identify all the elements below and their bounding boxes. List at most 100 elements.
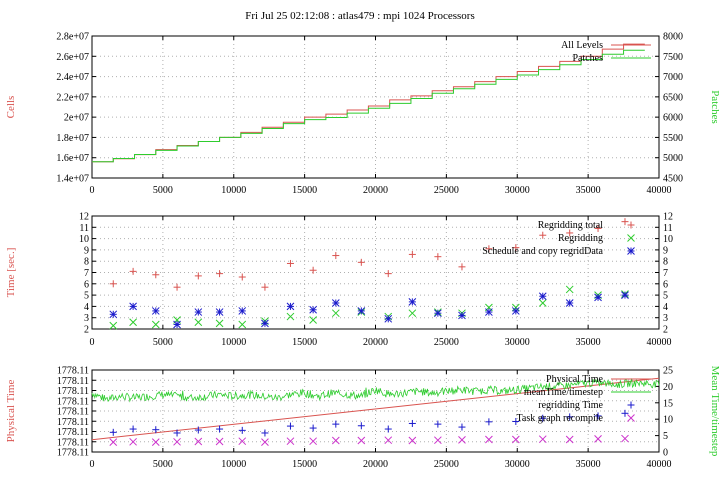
panel1-legend-label: Patches [572, 53, 603, 64]
panel2-xtick-label: 20000 [363, 337, 388, 348]
panel2-series-3-point [511, 307, 520, 315]
panel3-series-4-point [309, 437, 317, 446]
panel1-ytick-label: 1.6e+07 [56, 153, 89, 164]
panel3-legend-label: meanTime/timestep [524, 387, 603, 398]
panel3-series-4-point [173, 437, 181, 446]
panel3-series-2-line [91, 377, 660, 403]
panel2-ytick-label: 6 [84, 279, 89, 290]
panel3-xtick-label: 0 [90, 459, 95, 470]
panel2-series-1-point [485, 245, 493, 253]
panel2-series-3-point [357, 307, 366, 315]
panel1-series-1-line [92, 43, 645, 163]
panel3-series-4-point [434, 436, 442, 445]
panel3-series-4-point-d2 [621, 434, 629, 443]
panel3-series-4-point [485, 435, 493, 444]
panel2-y2tick-label: 11 [663, 223, 673, 234]
panel2-series-3-point-d2 [151, 307, 160, 315]
page-title: Fri Jul 25 02:12:08 : atlas479 : mpi 102… [245, 10, 475, 22]
panel3-series-4-point [129, 437, 137, 446]
panel3-series-4-point-d2 [434, 436, 442, 445]
panel2-ytick-label: 7 [84, 268, 89, 279]
panel2-series-1-point [309, 266, 317, 274]
panel3-series-4-point [384, 436, 393, 445]
panel3-y2tick-label: 5 [663, 431, 668, 442]
panel3-series-3-point [173, 429, 181, 437]
panel2-series-3-point [151, 307, 160, 315]
panel3-legend-label: regridding Time [538, 400, 603, 411]
panel1-y2tick-label: 6000 [663, 113, 683, 124]
panel2-ytick-label: 4 [84, 302, 89, 313]
panel2-series-3-point [109, 310, 118, 319]
panel2-series-2-point [565, 285, 574, 294]
panel3-series-4-point-d2 [309, 437, 317, 446]
panel3-series-3-point [594, 412, 602, 420]
panel2-ytick-label: 11 [79, 223, 89, 234]
panel3-legend-marker [627, 414, 635, 422]
panel3-series-3-point [129, 425, 137, 433]
panel2-series-1-point [512, 244, 520, 252]
panel1-xtick-label: 35000 [576, 185, 601, 196]
panel3-ytick-label: 1778.11 [57, 396, 89, 407]
panel2-xtick-label: 30000 [505, 337, 530, 348]
panel3-y2tick-label: 10 [663, 415, 673, 426]
panel1-series-2-line [92, 49, 645, 163]
panel3-series-4-point-d2 [173, 437, 181, 446]
panel2-ytick-label: 10 [79, 234, 89, 245]
panel3-ytick-label: 1778.11 [57, 366, 89, 377]
panel3-series-4-point-d2 [384, 436, 393, 445]
panel2-xtick-label: 25000 [434, 337, 459, 348]
panel2-series-1-point [566, 229, 574, 237]
panel3-frame [91, 369, 660, 453]
panel1-xtick-label: 0 [90, 185, 95, 196]
panel2-xtick-label: 15000 [292, 337, 317, 348]
panel2-series-3-point [173, 320, 181, 329]
panel3-series-4-point [238, 437, 247, 446]
panel3-series-3-point [384, 425, 392, 433]
panel3-series-4-point-d2 [151, 438, 160, 447]
panel3-series-4-point-d2 [538, 435, 547, 444]
panel3-series-4-point-d2 [408, 436, 417, 445]
panel2-series-2-point-d2 [238, 320, 247, 329]
panel2-series-3-point-d2 [434, 309, 442, 318]
panel2-ytick-label: 2 [84, 325, 89, 336]
panel2-legend-label: Regridding [558, 233, 603, 244]
panel2-series-2-point [309, 316, 317, 324]
panel3-series-3-point [357, 422, 365, 430]
panel3-y2tick-label: 15 [663, 398, 673, 409]
panel3-y2label: Mean Time/timestep [709, 366, 720, 457]
panel2-series-1-point [434, 253, 442, 261]
panel3-series-3-point [512, 417, 520, 425]
panel2-legend-label: Regridding total [538, 220, 603, 231]
panel2-ytick-label: 12 [79, 212, 89, 223]
panel3-ytick-label: 1778.11 [57, 376, 89, 387]
panel2-series-2-point [331, 309, 340, 318]
panel3-y2tick-label: 25 [663, 366, 673, 377]
panel3-series-4-point-d2 [594, 435, 602, 443]
panel2-series-3-point-d2 [215, 308, 224, 316]
panel3-series-4-point [151, 438, 160, 447]
panel3-series-4-point [286, 437, 295, 446]
panel2-series-2-point [215, 319, 224, 328]
panel3-series-4-point-d2 [261, 438, 269, 447]
panel3-series-3-point [238, 426, 246, 434]
panel2-series-1-point [357, 258, 365, 266]
panel3-series-3-point [286, 422, 294, 430]
panel1-ytick-label: 2.2e+07 [56, 92, 89, 103]
panel3-legend-label: Task graph recompile [517, 413, 604, 424]
panel3-series-4-point [565, 435, 574, 444]
panel2-series-2-point-d2 [194, 318, 203, 327]
panel3-series-3-point [566, 413, 574, 421]
panel3-series-4-point [408, 436, 417, 445]
panel2-series-3-point-d2 [129, 302, 137, 311]
panel2-series-3-point-d2 [309, 305, 317, 314]
panel2-series-1-point [129, 267, 137, 275]
panel2-series-3-point [261, 319, 269, 328]
panel3-xtick-label: 20000 [363, 459, 388, 470]
panel2-series-1-point [194, 272, 202, 280]
panel2-series-2-point [408, 309, 417, 318]
panel3-series-3-point [109, 428, 117, 436]
panel2-series-3-point [458, 311, 466, 320]
panel3-series-4-point [594, 435, 602, 443]
panel2-series-3-point [485, 308, 493, 316]
